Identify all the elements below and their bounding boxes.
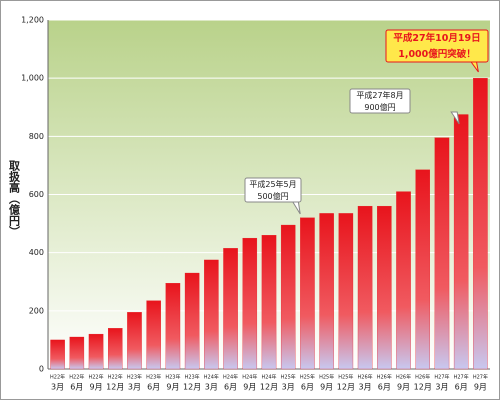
bar: [88, 333, 104, 370]
x-tick-year: H26年: [396, 374, 411, 381]
bar: [50, 339, 65, 370]
bar: [108, 328, 123, 370]
bar: [434, 137, 450, 370]
callout-text: 1,000億円突破！: [398, 48, 476, 60]
x-tick-year: H24年: [223, 374, 238, 381]
x-tick-year: H26年: [415, 374, 430, 381]
bar: [261, 235, 277, 370]
callout-box: [385, 29, 489, 63]
x-tick-year: H22年: [50, 374, 65, 381]
bar: [204, 259, 219, 370]
callout-pointer: [450, 111, 460, 125]
x-tick-label: 3月: [282, 383, 295, 392]
bar: [338, 213, 354, 370]
y-tick-label: 600: [29, 190, 44, 199]
callout-text: 900億円: [364, 102, 395, 112]
y-tick-label: 400: [29, 248, 44, 257]
x-tick-label: 12月: [260, 383, 278, 392]
bar: [184, 272, 200, 370]
bar: [319, 213, 334, 370]
x-tick-label: 12月: [183, 383, 201, 392]
x-tick-label: 12月: [106, 383, 124, 392]
bar: [242, 237, 258, 370]
x-tick-label: 12月: [337, 383, 355, 392]
callout-box: [349, 88, 411, 114]
x-tick-year: H23年: [146, 374, 161, 381]
x-tick-label: 9月: [474, 383, 487, 392]
x-tick-label: 6月: [378, 383, 391, 392]
x-tick-year: H23年: [185, 374, 200, 381]
x-tick-label: 9月: [89, 383, 102, 392]
callout-box: [244, 177, 302, 203]
x-tick-year: H22年: [88, 374, 103, 381]
y-tick-label: 800: [29, 132, 44, 141]
y-axis-label: 取扱高（億円）: [8, 160, 22, 237]
x-tick-label: 9月: [397, 383, 410, 392]
bar: [146, 300, 161, 370]
x-tick-label: 3月: [51, 383, 64, 392]
callout-text: 500億円: [257, 191, 288, 201]
x-tick-year: H25年: [300, 374, 315, 381]
x-tick-year: H23年: [165, 374, 180, 381]
x-tick-year: H27年: [473, 374, 488, 381]
x-tick-label: 6月: [224, 383, 237, 392]
bar: [453, 114, 469, 370]
x-tick-year: H24年: [204, 374, 219, 381]
bar: [127, 312, 142, 370]
callout-text: 平成27年8月: [356, 90, 403, 100]
x-tick-year: H27年: [454, 374, 469, 381]
x-tick-label: 6月: [147, 383, 160, 392]
x-tick-year: H24年: [261, 374, 276, 381]
x-tick-year: H27年: [434, 374, 449, 381]
x-tick-label: 3月: [128, 383, 141, 392]
x-tick-year: H25年: [338, 374, 353, 381]
bar: [165, 283, 181, 370]
x-tick-label: 6月: [455, 383, 468, 392]
x-tick-label: 9月: [320, 383, 333, 392]
callout-text: 平成25年5月: [249, 179, 296, 189]
x-tick-label: 9月: [243, 383, 256, 392]
x-tick-year: H22年: [69, 374, 84, 381]
x-tick-label: 3月: [359, 383, 372, 392]
callout-text: 平成27年10月19日: [393, 32, 480, 44]
y-tick-label: 0: [39, 365, 44, 374]
x-tick-year: H26年: [358, 374, 373, 381]
bar: [69, 336, 85, 370]
bar: [280, 224, 296, 370]
x-tick-label: 3月: [435, 383, 448, 392]
x-tick-year: H24年: [242, 374, 257, 381]
bar: [377, 205, 392, 370]
y-tick-label: 200: [29, 306, 44, 315]
x-tick-label: 3月: [205, 383, 218, 392]
x-tick-year: H22年: [108, 374, 123, 381]
y-tick-label: 1,000: [21, 74, 44, 83]
bar: [415, 169, 430, 370]
x-tick-label: 6月: [70, 383, 83, 392]
y-tick-label: 1,200: [21, 16, 44, 25]
bar: [300, 217, 315, 370]
x-tick-label: 9月: [166, 383, 179, 392]
bar: [223, 248, 238, 370]
bar: [473, 78, 488, 370]
bar: [396, 191, 411, 370]
x-tick-label: 12月: [414, 383, 432, 392]
x-tick-year: H25年: [319, 374, 334, 381]
x-tick-year: H23年: [127, 374, 142, 381]
x-tick-year: H26年: [377, 374, 392, 381]
x-tick-label: 6月: [301, 383, 314, 392]
bar: [357, 205, 373, 370]
x-tick-year: H25年: [281, 374, 296, 381]
